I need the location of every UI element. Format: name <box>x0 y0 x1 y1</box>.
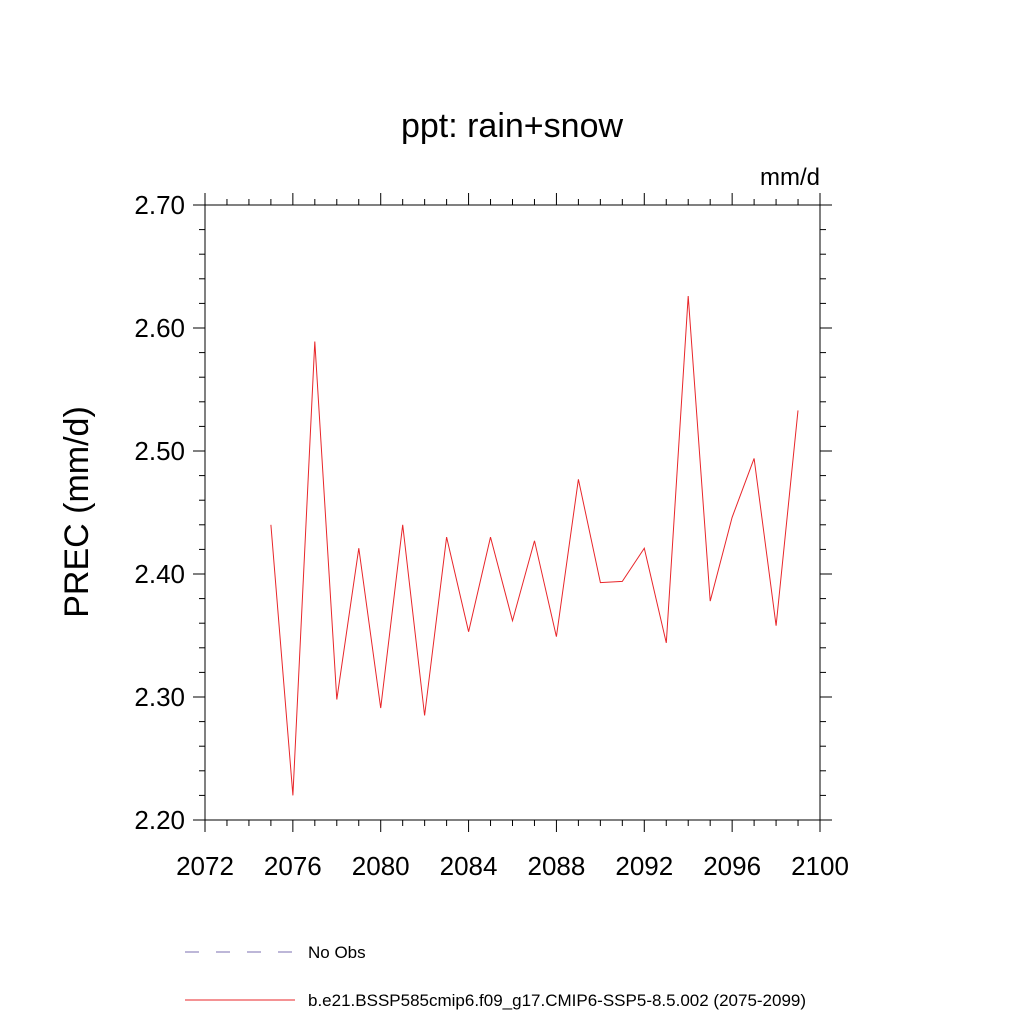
x-tick-label: 2092 <box>615 851 673 881</box>
series-layer <box>270 295 799 796</box>
axis-tick-labels: 2072 2076 2080 2084 2088 2092 2096 2100 2.20 2.30… <box>134 190 849 881</box>
x-tick-label: 2084 <box>440 851 498 881</box>
legend-label-0: No Obs <box>308 943 366 962</box>
axis-ticks <box>193 193 832 832</box>
x-tick-label: 2076 <box>264 851 322 881</box>
y-tick-label: 2.60 <box>134 313 185 343</box>
chart-title: ppt: rain+snow <box>401 107 624 145</box>
x-tick-label: 2080 <box>352 851 410 881</box>
y-tick-label: 2.40 <box>134 559 185 589</box>
y-tick-label: 2.50 <box>134 436 185 466</box>
legend-label-1: b.e21.BSSP585cmip6.f09_g17.CMIP6-SSP5-8.… <box>308 991 806 1010</box>
units-label: mm/d <box>760 164 820 191</box>
legend: No Obs b.e21.BSSP585cmip6.f09_g17.CMIP6-S… <box>185 943 806 1010</box>
y-tick-label: 2.70 <box>134 190 185 220</box>
x-tick-label: 2088 <box>528 851 586 881</box>
y-tick-label: 2.30 <box>134 682 185 712</box>
plot-frame <box>204 204 821 821</box>
series-line-1 <box>270 295 799 796</box>
y-tick-label: 2.20 <box>134 805 185 835</box>
y-axis-label: PREC (mm/d) <box>58 406 96 618</box>
x-tick-label: 2096 <box>703 851 761 881</box>
x-tick-label: 2100 <box>791 851 849 881</box>
x-tick-label: 2072 <box>176 851 234 881</box>
